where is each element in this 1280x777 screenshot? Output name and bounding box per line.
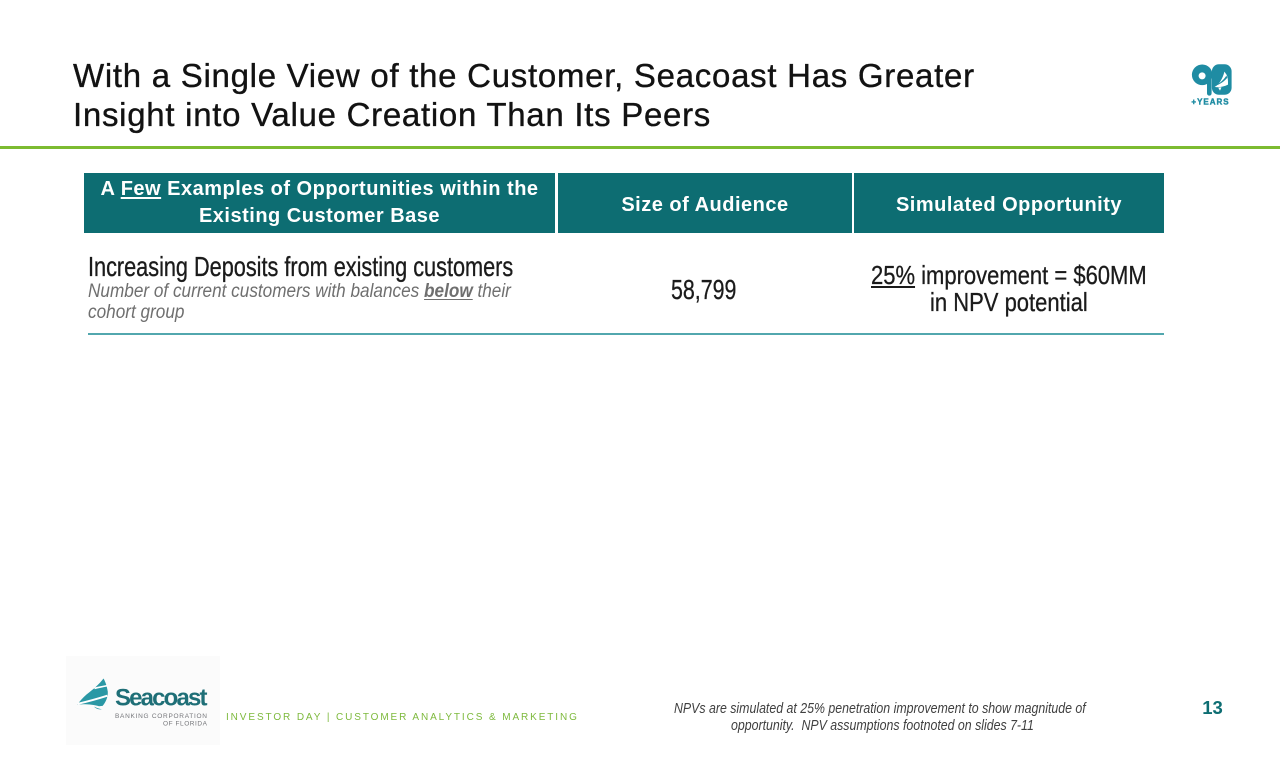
svg-text:+YEARS: +YEARS bbox=[1191, 97, 1229, 106]
svg-text:OF FLORIDA: OF FLORIDA bbox=[163, 721, 208, 728]
svg-text:BANKING CORPORATION: BANKING CORPORATION bbox=[115, 713, 207, 720]
svg-text:Seacoast: Seacoast bbox=[115, 685, 208, 712]
